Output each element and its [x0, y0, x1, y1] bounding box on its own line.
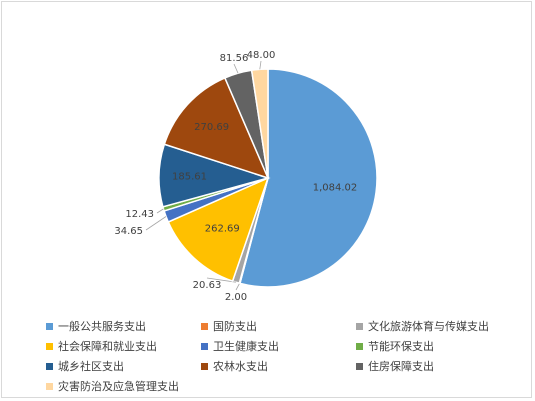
legend-label: 文化旅游体育与传媒支出 — [368, 320, 489, 333]
legend-item-0: 一般公共服务支出 — [46, 318, 201, 334]
legend-swatch — [46, 322, 53, 330]
legend-swatch — [46, 362, 53, 370]
leader-line-5 — [156, 208, 164, 214]
leader-line-2 — [206, 277, 236, 283]
data-label-8: 81.56 — [220, 53, 249, 64]
legend-item-2: 文化旅游体育与传媒支出 — [356, 318, 516, 334]
data-label-4: 34.65 — [114, 226, 143, 237]
data-label-2: 20.63 — [193, 280, 222, 291]
data-label-1: 2.00 — [225, 292, 247, 303]
legend-label: 国防支出 — [213, 320, 257, 333]
legend-item-8: 住房保障支出 — [356, 358, 516, 374]
legend-item-7: 农林水支出 — [201, 358, 356, 374]
legend: 一般公共服务支出 国防支出 文化旅游体育与传媒支出社会保障和就业支出 卫生健康支出 节能… — [46, 318, 516, 394]
data-label-9: 48.00 — [247, 50, 276, 61]
leader-line-1 — [235, 283, 240, 291]
pie-slice-0 — [239, 68, 378, 288]
legend-swatch — [356, 322, 363, 330]
legend-item-3: 社会保障和就业支出 — [46, 338, 201, 354]
leader-line-8 — [233, 63, 239, 74]
pie-slice-3 — [167, 176, 270, 283]
legend-label: 社会保障和就业支出 — [58, 340, 157, 353]
legend-item-5: 节能环保支出 — [356, 338, 516, 354]
legend-swatch — [356, 342, 363, 350]
legend-swatch — [201, 362, 208, 370]
legend-item-4: 卫生健康支出 — [201, 338, 356, 354]
legend-label: 节能环保支出 — [368, 340, 434, 353]
legend-item-1: 国防支出 — [201, 318, 356, 334]
legend-label: 城乡社区支出 — [58, 360, 124, 373]
data-label-5: 12.43 — [125, 209, 154, 220]
legend-swatch — [201, 322, 208, 330]
legend-label: 一般公共服务支出 — [58, 320, 146, 333]
legend-swatch — [201, 342, 208, 350]
legend-swatch — [356, 362, 363, 370]
legend-item-9: 灾害防治及应急管理支出 — [46, 378, 201, 394]
leader-line-4 — [145, 216, 167, 231]
legend-label: 卫生健康支出 — [213, 340, 279, 353]
pie-slice-7 — [163, 76, 270, 180]
legend-swatch — [46, 342, 53, 350]
legend-label: 灾害防治及应急管理支出 — [58, 380, 179, 393]
data-label-7: 270.69 — [194, 122, 229, 133]
leader-line-9 — [259, 60, 262, 70]
data-label-0: 1,084.02 — [313, 182, 358, 193]
data-label-3: 262.69 — [205, 223, 240, 234]
data-label-6: 185.61 — [172, 172, 207, 183]
legend-label: 农林水支出 — [213, 360, 268, 373]
legend-label: 住房保障支出 — [368, 360, 434, 373]
legend-item-6: 城乡社区支出 — [46, 358, 201, 374]
legend-swatch — [46, 382, 53, 390]
